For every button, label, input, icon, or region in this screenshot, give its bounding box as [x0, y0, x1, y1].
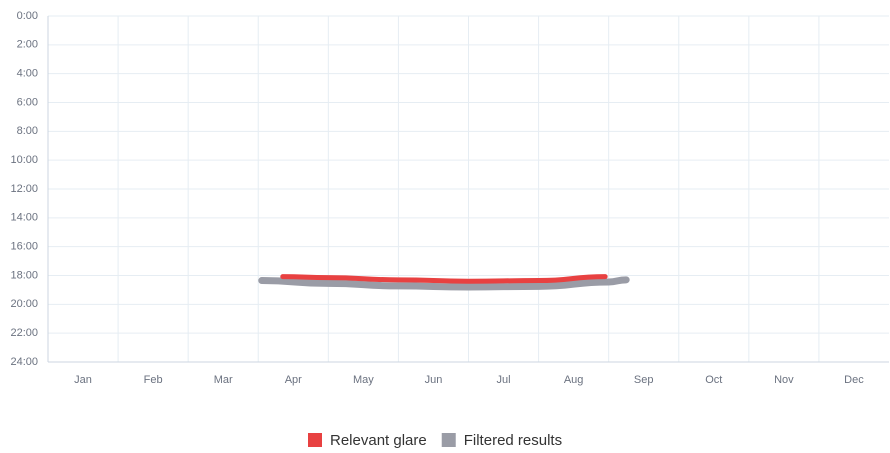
- y-tick-label: 6:00: [17, 96, 38, 108]
- y-tick-label: 20:00: [10, 298, 38, 310]
- x-tick-label: Dec: [844, 374, 864, 386]
- x-tick-label: Mar: [214, 374, 233, 386]
- x-tick-label: Aug: [564, 374, 584, 386]
- y-tick-label: 24:00: [10, 356, 38, 368]
- y-tick-label: 10:00: [10, 154, 38, 166]
- x-tick-label: May: [353, 374, 374, 386]
- legend-swatch: [308, 433, 322, 447]
- y-tick-label: 8:00: [17, 125, 38, 137]
- y-tick-label: 0:00: [17, 10, 38, 22]
- series-line: [280, 274, 608, 284]
- legend-swatch: [441, 433, 456, 447]
- x-tick-label: Jun: [425, 374, 443, 386]
- x-tick-label: Jan: [74, 374, 92, 386]
- legend: Relevant glare: [330, 432, 427, 448]
- x-tick-label: Apr: [285, 374, 302, 386]
- series-line: [258, 276, 630, 291]
- y-tick-label: 12:00: [10, 183, 38, 195]
- x-tick-label: Sep: [634, 374, 654, 386]
- x-tick-label: Feb: [144, 374, 163, 386]
- y-tick-label: 22:00: [10, 327, 38, 339]
- legend: Filtered results: [464, 432, 562, 448]
- x-tick-label: Oct: [705, 374, 722, 386]
- y-tick-label: 18:00: [10, 269, 38, 281]
- y-tick-label: 4:00: [17, 68, 38, 80]
- y-tick-label: 14:00: [10, 212, 38, 224]
- y-tick-label: 2:00: [17, 39, 38, 51]
- x-tick-label: Nov: [774, 374, 794, 386]
- x-tick-label: Jul: [497, 374, 511, 386]
- y-tick-label: 16:00: [10, 241, 38, 253]
